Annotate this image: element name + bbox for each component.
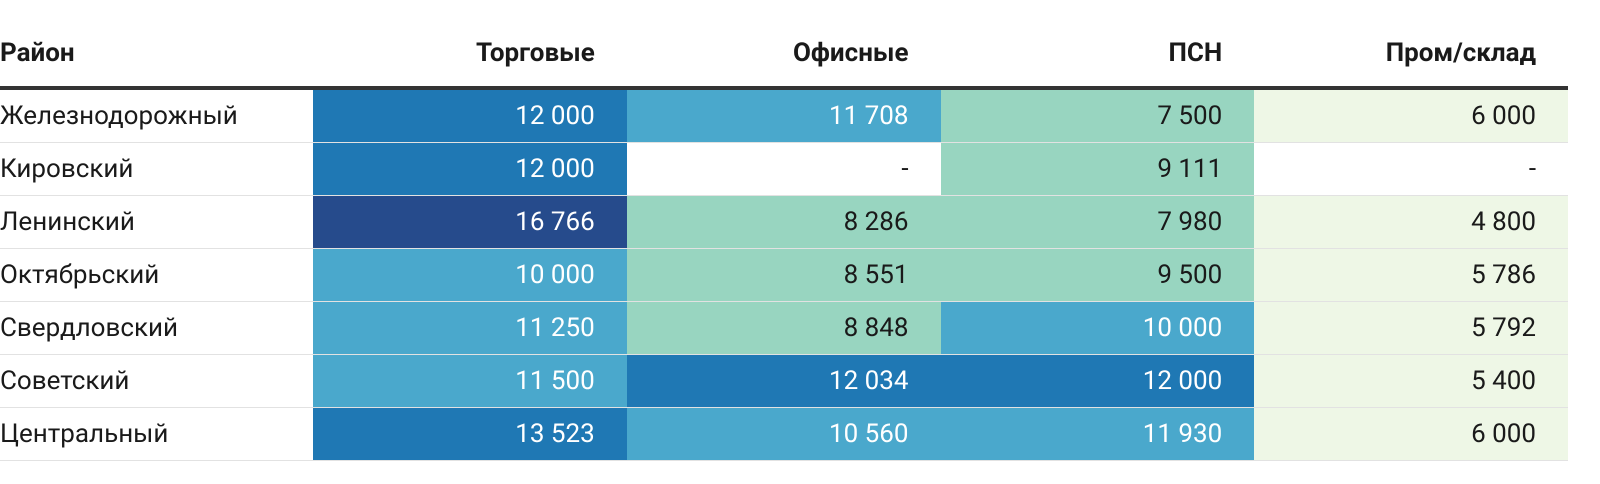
value-cell: 8 286 (626, 195, 941, 249)
value-cell: 12 034 (626, 354, 941, 408)
district-cell: Центральный (0, 407, 313, 461)
district-cell: Кировский (0, 142, 313, 196)
header-row: Район Торговые Офисные ПСН Пром/склад (0, 20, 1568, 90)
data-table: Район Торговые Офисные ПСН Пром/склад Железн… (0, 20, 1568, 461)
value-cell: 11 708 (626, 88, 941, 143)
table-row: Железнодорожный 12 000 11 708 7 500 6 000 (0, 88, 1568, 143)
header-cell: ПСН (940, 20, 1255, 90)
value-cell: 10 000 (313, 248, 627, 302)
value-cell: 11 250 (313, 301, 627, 355)
district-cell: Железнодорожный (0, 88, 313, 143)
header-cell: Пром/склад (1254, 20, 1568, 90)
table-row: Свердловский 11 250 8 848 10 000 5 792 (0, 301, 1568, 355)
value-cell: 5 400 (1254, 354, 1568, 408)
value-cell: 12 000 (313, 142, 627, 196)
value-cell: 9 500 (940, 248, 1255, 302)
district-cell: Советский (0, 354, 313, 408)
header-cell: Район (0, 20, 313, 90)
value-cell: - (1254, 142, 1568, 196)
value-cell: 13 523 (313, 407, 627, 461)
value-cell: 12 000 (313, 88, 627, 143)
value-cell: 8 551 (626, 248, 941, 302)
value-cell: 10 560 (626, 407, 941, 461)
header-cell: Торговые (313, 20, 627, 90)
table-row: Октябрьский 10 000 8 551 9 500 5 786 (0, 248, 1568, 302)
value-cell: 16 766 (313, 195, 627, 249)
value-cell: 10 000 (940, 301, 1255, 355)
value-cell: 5 786 (1254, 248, 1568, 302)
table-row: Кировский 12 000-9 111- (0, 142, 1568, 196)
table-row: Центральный 13 523 10 560 11 930 6 000 (0, 407, 1568, 461)
value-cell: 5 792 (1254, 301, 1568, 355)
table-row: Ленинский 16 766 8 286 7 980 4 800 (0, 195, 1568, 249)
value-cell: 7 500 (940, 88, 1255, 143)
value-cell: 6 000 (1254, 88, 1568, 143)
value-cell: 7 980 (940, 195, 1255, 249)
table-row: Советский 11 500 12 034 12 000 5 400 (0, 354, 1568, 408)
district-cell: Ленинский (0, 195, 313, 249)
district-cell: Свердловский (0, 301, 313, 355)
value-cell: 11 930 (940, 407, 1255, 461)
value-cell: 6 000 (1254, 407, 1568, 461)
value-cell: 9 111 (940, 142, 1255, 196)
value-cell: 8 848 (626, 301, 941, 355)
value-cell: - (626, 142, 941, 196)
value-cell: 12 000 (940, 354, 1255, 408)
value-cell: 11 500 (313, 354, 627, 408)
district-cell: Октябрьский (0, 248, 313, 302)
header-cell: Офисные (626, 20, 941, 90)
value-cell: 4 800 (1254, 195, 1568, 249)
